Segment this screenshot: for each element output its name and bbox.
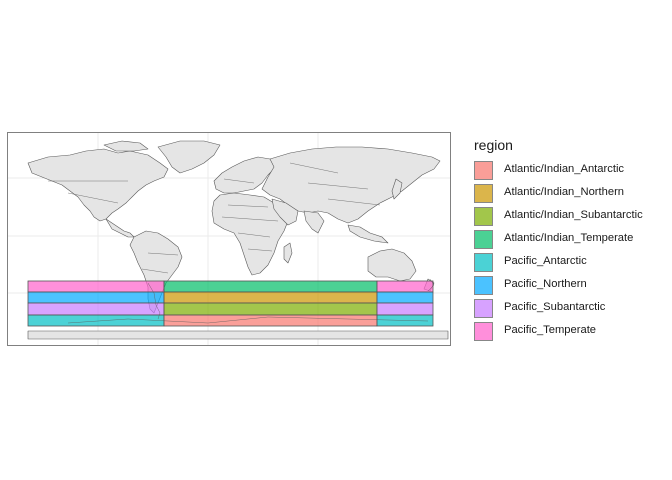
legend-color-key [474,253,493,272]
arabia-landmass [271,198,299,226]
legend-title: region [474,137,513,153]
band-atlantic-indian-subantarctic [163,302,378,316]
southeast-asia-islands [347,224,389,244]
band-pacific-subantarctic-east [376,302,434,316]
land-outline-overlay [67,278,435,324]
legend-item: Pacific_Subantarctic [474,298,669,321]
legend-color-key [474,230,493,249]
greenland-landmass [157,140,221,174]
legend-item: Atlantic/Indian_Temperate [474,229,669,252]
band-atlantic-indian-temperate [163,280,378,293]
legend-label: Atlantic/Indian_Northern [504,186,625,198]
arctic-islands [103,140,149,152]
legend-label: Atlantic/Indian_Antarctic [504,163,625,175]
world-map [8,133,450,345]
australia-landmass [367,248,417,282]
legend-label: Pacific_Antarctic [504,255,587,267]
legend-color-key [474,184,493,203]
legend-items: Atlantic/Indian_Antarctic Atlantic/Indian… [474,160,669,344]
legend-color-key [474,299,493,318]
band-pacific-northern-east [376,291,434,304]
legend-item: Atlantic/Indian_Antarctic [474,160,669,183]
band-pacific-temperate-east [376,280,434,293]
legend-color-key [474,276,493,295]
legend-label: Pacific_Northern [504,278,587,290]
india-landmass [303,210,325,234]
legend-label: Atlantic/Indian_Subantarctic [504,209,643,221]
legend-item: Atlantic/Indian_Subantarctic [474,206,669,229]
band-atlantic-indian-antarctic [163,314,378,327]
legend-label: Pacific_Temperate [504,324,597,336]
band-atlantic-indian-northern [163,291,378,304]
asia-landmass [261,146,441,224]
legend-label: Atlantic/Indian_Temperate [504,232,634,244]
map-panel [7,132,451,346]
legend-item: Pacific_Northern [474,275,669,298]
africa-landmass [211,192,289,276]
band-pacific-subantarctic-west [27,302,165,316]
north-america-landmass [27,148,169,222]
legend-label: Pacific_Subantarctic [504,301,606,313]
legend-color-key [474,161,493,180]
japan-landmass [391,178,403,200]
band-pacific-temperate-west [27,280,165,293]
central-america-landmass [105,218,135,238]
europe-landmass [213,156,277,194]
legend-item: Pacific_Temperate [474,321,669,344]
legend-item: Atlantic/Indian_Northern [474,183,669,206]
madagascar-landmass [283,242,293,264]
band-pacific-northern-west [27,291,165,304]
band-pacific-antarctic-west [27,314,165,327]
antarctica-landmass [27,330,449,340]
legend-color-key [474,322,493,341]
legend-color-key [474,207,493,226]
legend: region Atlantic/Indian_Antarctic Atlantic… [474,136,669,344]
country-borders [48,162,381,274]
legend-item: Pacific_Antarctic [474,252,669,275]
